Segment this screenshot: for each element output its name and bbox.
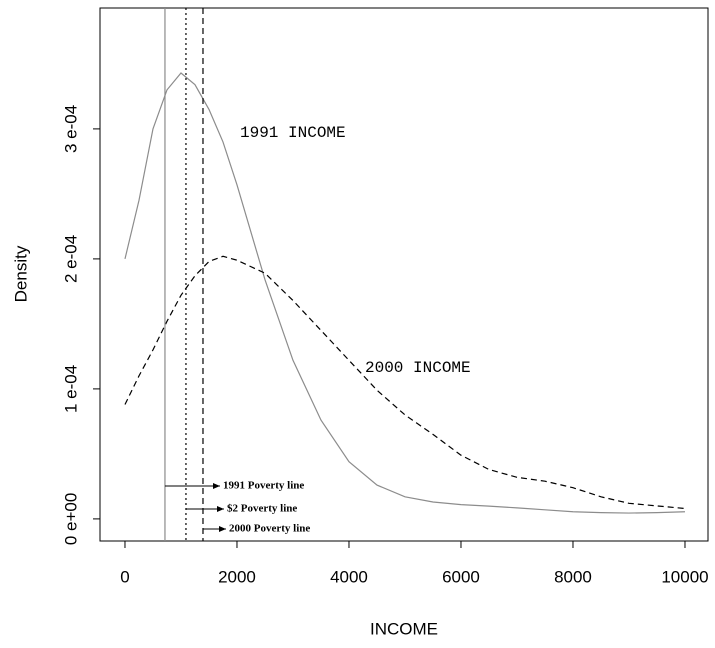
poverty-label: 1991 Poverty line: [223, 480, 304, 492]
x-tick-label: 6000: [442, 567, 480, 586]
x-tick-label: 4000: [330, 567, 368, 586]
y-tick-label: 2 e-04: [61, 235, 80, 283]
curve-label: 2000 INCOME: [365, 359, 471, 377]
x-axis-title: INCOME: [370, 619, 438, 638]
y-axis-title: Density: [11, 245, 30, 302]
poverty-label: $2 Poverty line: [227, 503, 297, 515]
y-tick-label: 1 e-04: [61, 365, 80, 413]
curve-label: 1991 INCOME: [240, 124, 346, 142]
poverty-label: 2000 Poverty line: [229, 523, 310, 535]
x-tick-label: 0: [120, 567, 129, 586]
x-tick-label: 8000: [554, 567, 592, 586]
y-tick-label: 3 e-04: [61, 105, 80, 153]
density-line: [124, 255, 686, 510]
x-tick-label: 10000: [661, 567, 708, 586]
x-tick-label: 2000: [218, 567, 256, 586]
density-line: [124, 72, 685, 514]
y-tick-label: 0 e+00: [61, 493, 80, 545]
plot-frame: [99, 7, 709, 542]
